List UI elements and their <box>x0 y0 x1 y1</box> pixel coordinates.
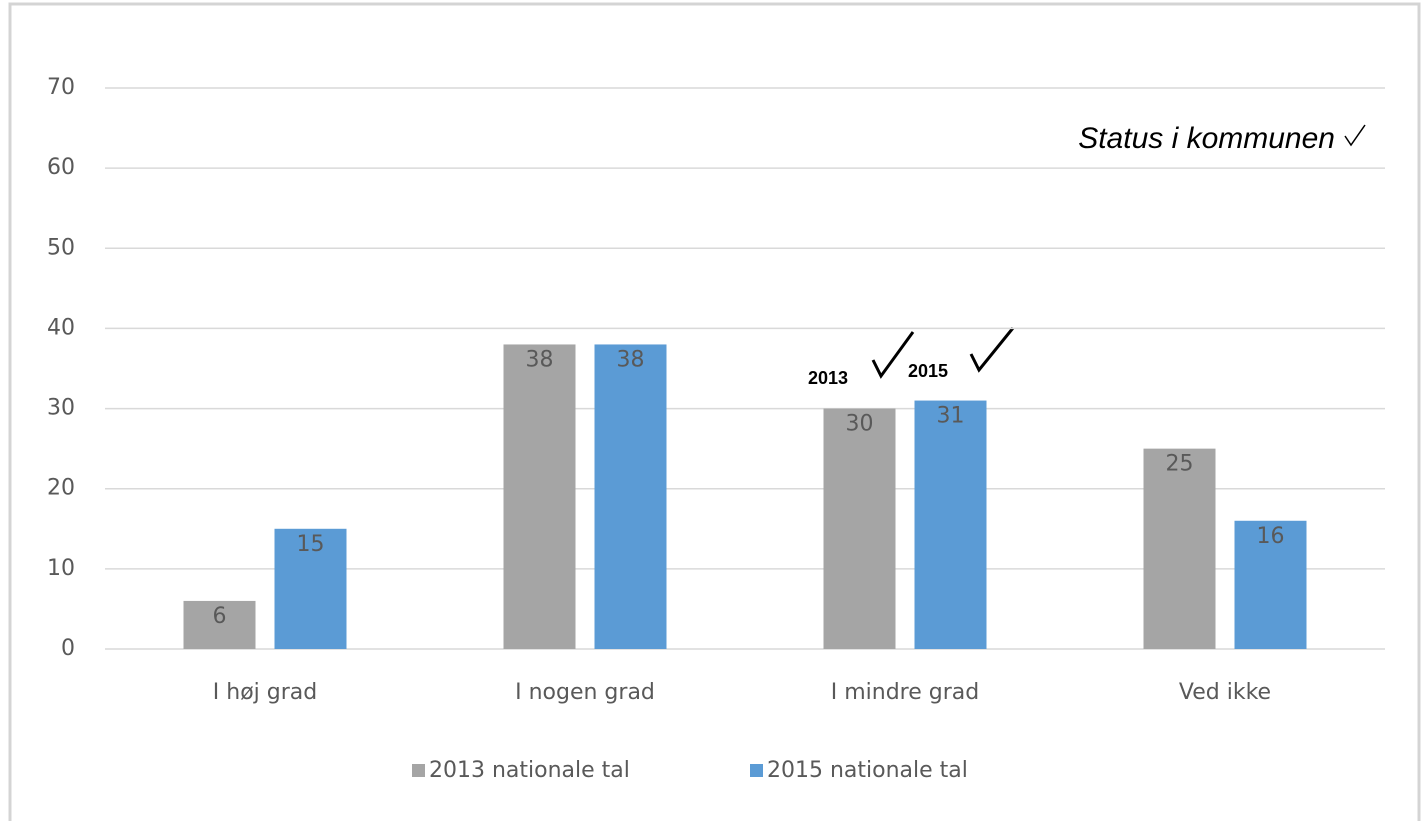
x-tick-label: I høj grad <box>213 680 317 705</box>
legend-label: 2013 nationale tal <box>429 758 630 783</box>
bar <box>1234 520 1307 649</box>
check-mark <box>871 331 915 379</box>
bar <box>1143 448 1216 649</box>
data-label: 16 <box>1257 524 1285 549</box>
legend-swatch <box>750 764 763 777</box>
bar <box>823 408 896 649</box>
bar <box>594 344 667 649</box>
data-label: 6 <box>213 604 227 629</box>
x-tick-label: I mindre grad <box>831 680 979 705</box>
data-label: 38 <box>526 347 554 372</box>
check-mark <box>1344 124 1366 147</box>
data-label: 31 <box>937 404 965 429</box>
bar <box>914 400 987 649</box>
y-tick-label: 10 <box>47 556 75 581</box>
data-label: 30 <box>846 412 874 437</box>
y-tick-label: 60 <box>47 155 75 180</box>
bar <box>183 600 256 649</box>
data-label: 38 <box>617 347 645 372</box>
y-tick-label: 40 <box>47 315 75 340</box>
annotation: 2015 <box>908 361 948 381</box>
bar <box>274 528 347 649</box>
legend-swatch <box>412 764 425 777</box>
annotation: Status i kommunen <box>1078 122 1335 155</box>
annotation: 2013 <box>808 368 848 388</box>
x-tick-label: I nogen grad <box>515 680 655 705</box>
legend-label: 2015 nationale tal <box>767 758 968 783</box>
bar <box>503 344 576 649</box>
y-tick-label: 50 <box>47 235 75 260</box>
y-tick-label: 20 <box>47 476 75 501</box>
frame <box>8 2 1421 821</box>
check-mark <box>969 327 1015 373</box>
data-label: 15 <box>297 532 325 557</box>
y-tick-label: 30 <box>47 396 75 421</box>
y-tick-label: 70 <box>47 75 75 100</box>
data-label: 25 <box>1166 452 1194 477</box>
x-tick-label: Ved ikke <box>1179 680 1271 705</box>
y-tick-label: 0 <box>61 636 75 661</box>
